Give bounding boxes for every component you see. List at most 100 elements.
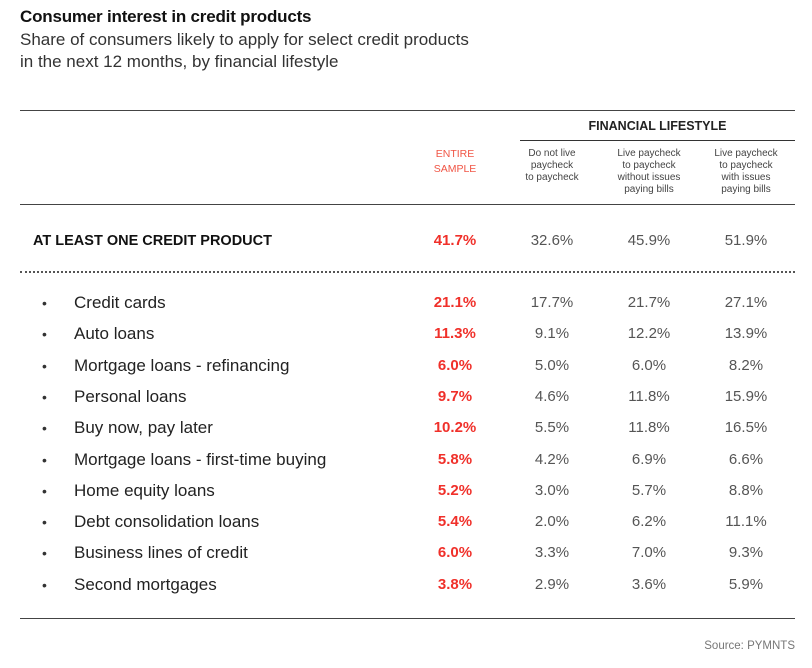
value-column-2: 6.0% <box>631 356 667 374</box>
value-column-3: 6.6% <box>728 450 764 468</box>
row-label: Home equity loans <box>74 480 215 500</box>
dotted-divider <box>20 271 795 273</box>
value-entire-sample: 11.3% <box>434 325 476 343</box>
value-column-3: 15.9% <box>724 387 768 405</box>
row-label: AT LEAST ONE CREDIT PRODUCT <box>33 233 272 249</box>
header-line: SAMPLE <box>433 163 477 175</box>
bullet-icon: • <box>42 357 47 374</box>
column-header-2: Live paycheck to paycheck without issues pa… <box>601 148 697 196</box>
value-column-1: 2.0% <box>534 513 570 531</box>
row-label: Mortgage loans - first-time buying <box>74 449 327 469</box>
bullet-icon: • <box>42 326 47 343</box>
value-column-1: 9.1% <box>534 325 570 343</box>
value-column-1: 5.5% <box>534 419 570 437</box>
column-header-1: Do not live paycheck to paycheck <box>504 148 600 184</box>
value-column-1: 2.9% <box>534 575 570 593</box>
value-entire-sample: 21.1% <box>433 294 477 311</box>
value-column-2: 6.2% <box>631 513 667 531</box>
header-line: with issues <box>721 172 771 183</box>
value-entire-sample: 5.4% <box>437 513 473 531</box>
bullet-icon: • <box>42 295 47 311</box>
value-column-2: 11.8% <box>628 419 670 437</box>
row-label: Business lines of credit <box>74 543 248 563</box>
chart-subtitle-line-2: in the next 12 months, by financial life… <box>20 52 339 71</box>
header-line: Do not live <box>528 148 576 159</box>
value-column-3: 16.5% <box>724 419 768 437</box>
row-label: Auto loans <box>74 324 155 344</box>
value-entire-sample: 3.8% <box>437 575 473 593</box>
value-column-2: 11.8% <box>628 387 670 405</box>
value-entire-sample: 41.7% <box>433 232 477 249</box>
header-line: paycheck <box>530 160 574 171</box>
chart-subtitle-line-1: Share of consumers likely to apply for s… <box>20 30 469 49</box>
row-label: Mortgage loans - refinancing <box>74 355 290 375</box>
row-label: Debt consolidation loans <box>74 512 260 532</box>
chart-title: Consumer interest in credit products <box>20 7 312 26</box>
header-line: ENTIRE <box>435 148 475 160</box>
value-column-1: 32.6% <box>530 232 574 249</box>
value-column-2: 6.9% <box>631 450 667 468</box>
group-header: FINANCIAL LIFESTYLE <box>588 119 727 133</box>
value-column-1: 17.7% <box>530 294 574 311</box>
header-line: Live paycheck <box>617 148 681 159</box>
bullet-icon: • <box>42 514 47 531</box>
column-header-entire-sample: ENTIRE SAMPLE <box>405 147 505 177</box>
bullet-icon: • <box>42 482 47 499</box>
table-row: • Business lines of credit 6.0% 3.3% 7.0% 9.3… <box>0 541 812 565</box>
header-rule <box>20 204 795 205</box>
value-column-3: 9.3% <box>728 544 764 562</box>
value-column-1: 4.2% <box>534 450 570 468</box>
table-row: • Buy now, pay later 10.2% 5.5% 11.8% 16.5% <box>0 416 812 440</box>
header-line: paying bills <box>721 184 771 195</box>
value-column-3: 13.9% <box>724 325 768 343</box>
table-row: • Home equity loans 5.2% 3.0% 5.7% 8.8% <box>0 479 812 503</box>
value-column-1: 3.0% <box>534 481 570 499</box>
value-entire-sample: 10.2% <box>433 419 477 437</box>
header-line: without issues <box>617 172 681 183</box>
value-column-3: 11.1% <box>725 513 767 531</box>
table-row: • Mortgage loans - first-time buying 5.8% 4… <box>0 448 812 472</box>
value-column-2: 21.7% <box>627 294 671 311</box>
value-column-1: 4.6% <box>534 387 570 405</box>
header-line: to paycheck <box>719 160 773 171</box>
value-column-1: 3.3% <box>534 544 570 562</box>
table-row: • Mortgage loans - refinancing 6.0% 5.0% 6.0… <box>0 354 812 378</box>
header-line: to paycheck <box>525 172 579 183</box>
value-column-1: 5.0% <box>534 356 570 374</box>
table-row: • Credit cards 21.1% 17.7% 21.7% 27.1% <box>0 291 812 315</box>
value-column-3: 51.9% <box>724 232 768 249</box>
row-label: Personal loans <box>74 386 187 406</box>
value-column-2: 7.0% <box>631 544 667 562</box>
value-column-3: 8.2% <box>728 356 764 374</box>
value-entire-sample: 5.8% <box>437 450 473 468</box>
header-line: to paycheck <box>622 160 676 171</box>
table-row: • Second mortgages 3.8% 2.9% 3.6% 5.9% <box>0 573 812 597</box>
value-entire-sample: 6.0% <box>437 356 473 374</box>
row-label: Credit cards <box>74 293 166 312</box>
top-rule <box>20 110 795 111</box>
summary-row: AT LEAST ONE CREDIT PRODUCT 41.7% 32.6% 45.… <box>0 229 812 253</box>
table-row: • Debt consolidation loans 5.4% 2.0% 6.2% 11.… <box>0 510 812 534</box>
header-line: paying bills <box>624 184 674 195</box>
value-column-3: 5.9% <box>728 575 764 593</box>
value-entire-sample: 6.0% <box>437 544 473 562</box>
bullet-icon: • <box>42 576 47 593</box>
group-header-rule <box>520 140 795 141</box>
value-entire-sample: 9.7% <box>437 387 473 405</box>
bottom-rule <box>20 618 795 619</box>
bullet-icon: • <box>42 388 47 405</box>
value-column-2: 5.7% <box>631 481 667 499</box>
value-column-3: 27.1% <box>724 294 768 311</box>
bullet-icon: • <box>42 420 47 437</box>
value-entire-sample: 5.2% <box>437 481 473 499</box>
row-label: Second mortgages <box>74 574 217 594</box>
value-column-3: 8.8% <box>728 481 764 499</box>
value-column-2: 3.6% <box>631 575 667 593</box>
bullet-icon: • <box>42 451 47 468</box>
value-column-2: 45.9% <box>627 232 671 249</box>
column-header-3: Live paycheck to paycheck with issues payin… <box>698 148 794 196</box>
row-label: Buy now, pay later <box>74 418 213 438</box>
table-row: • Personal loans 9.7% 4.6% 11.8% 15.9% <box>0 385 812 409</box>
bullet-icon: • <box>42 545 47 562</box>
value-column-2: 12.2% <box>627 325 671 343</box>
